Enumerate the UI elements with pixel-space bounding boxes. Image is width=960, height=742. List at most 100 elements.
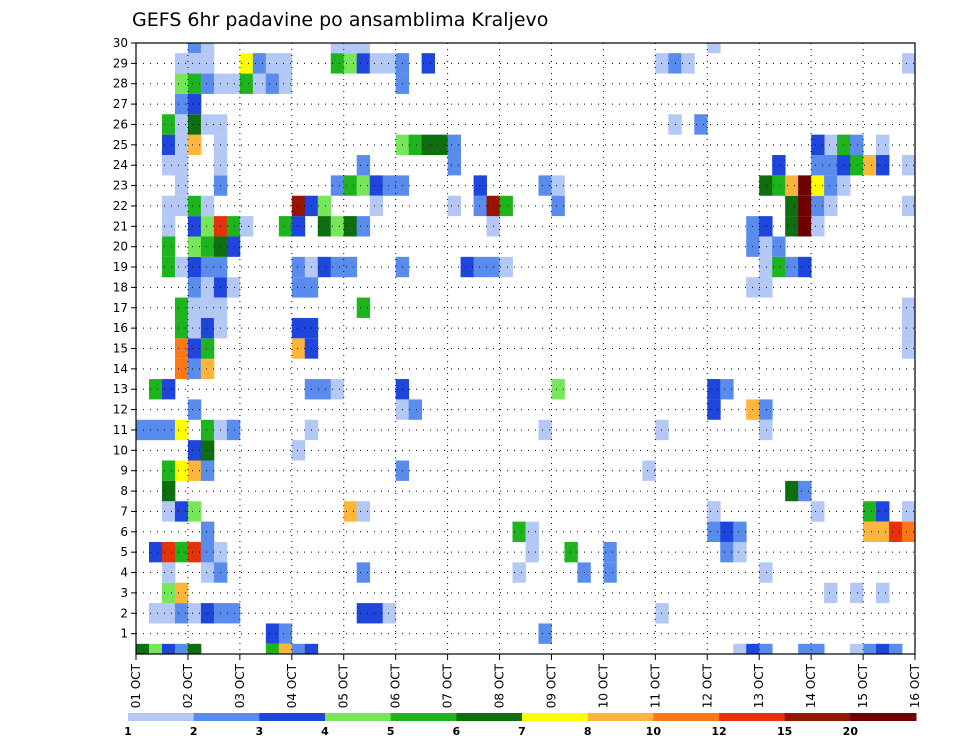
heatmap-cell — [369, 195, 384, 217]
heatmap-cell — [200, 256, 215, 278]
heatmap-cell — [863, 501, 877, 522]
colorbar-label: 6 — [453, 725, 461, 738]
heatmap-cell — [902, 155, 916, 176]
heatmap-cell — [278, 73, 293, 94]
heatmap-cell — [174, 643, 189, 654]
heatmap-cell — [187, 358, 202, 380]
heatmap-cell — [902, 501, 916, 522]
heatmap-cell — [525, 521, 539, 542]
heatmap-cell — [161, 541, 176, 563]
heatmap-cell — [512, 521, 526, 542]
heatmap-cell — [174, 53, 189, 74]
heatmap-cell — [291, 440, 306, 461]
heatmap-cell — [187, 195, 202, 217]
heatmap-cell — [174, 73, 189, 94]
heatmap-cell — [408, 134, 423, 156]
colorbar-label: 8 — [584, 725, 592, 738]
heatmap-cell — [655, 603, 669, 624]
heatmap-cell — [239, 216, 254, 237]
heatmap-cell — [902, 338, 916, 359]
heatmap-cell — [421, 53, 436, 74]
heatmap-cell — [161, 114, 176, 135]
heatmap-cell — [187, 43, 202, 54]
heatmap-cell — [174, 93, 189, 115]
x-tick-label: 07 OCT — [441, 663, 455, 708]
heatmap-cell — [226, 419, 241, 441]
heatmap-cell — [343, 501, 358, 522]
heatmap-cell — [174, 317, 189, 339]
colorbar-label: 15 — [777, 725, 792, 738]
y-tick-label: 5 — [120, 545, 128, 559]
heatmap-cell — [278, 643, 293, 654]
colorbar-label: 1 — [124, 725, 132, 738]
heatmap-cell — [356, 43, 371, 54]
y-tick-label: 7 — [120, 504, 128, 518]
heatmap-cell — [200, 419, 215, 441]
heatmap-cell — [356, 297, 371, 318]
heatmap-cell — [161, 460, 176, 481]
heatmap-cell — [265, 53, 280, 74]
heatmap-cells — [136, 43, 916, 654]
heatmap-cell — [707, 43, 721, 54]
colorbar-swatch — [325, 713, 392, 721]
y-tick-label: 14 — [113, 362, 128, 376]
heatmap-cell — [148, 603, 163, 624]
y-tick-label: 16 — [113, 321, 128, 335]
heatmap-cell — [200, 440, 215, 461]
heatmap-cell — [642, 460, 656, 481]
heatmap-cell — [798, 480, 812, 502]
y-tick-label: 10 — [113, 443, 128, 457]
heatmap-cell — [356, 53, 371, 74]
heatmap-cell — [824, 134, 838, 156]
y-tick-label: 23 — [113, 179, 128, 193]
heatmap-cell — [356, 216, 371, 237]
heatmap-cell — [161, 419, 176, 441]
heatmap-cell — [499, 256, 513, 278]
heatmap-cell — [291, 338, 306, 359]
heatmap-cell — [200, 603, 215, 624]
heatmap-cell — [200, 216, 215, 237]
heatmap-cell — [161, 562, 176, 583]
heatmap-cell — [564, 541, 578, 563]
heatmap-cell — [330, 216, 345, 237]
y-tick-label: 19 — [113, 260, 128, 274]
heatmap-cell — [200, 114, 215, 135]
heatmap-cell — [798, 195, 812, 217]
heatmap-cell — [798, 643, 812, 654]
y-tick-label: 27 — [113, 97, 128, 111]
y-tick-label: 22 — [113, 199, 128, 213]
heatmap-cell — [291, 277, 306, 298]
heatmap-cell — [850, 134, 864, 156]
y-tick-label: 28 — [113, 77, 128, 91]
colorbar-swatch — [522, 713, 589, 721]
heatmap-cell — [785, 480, 799, 502]
heatmap-cell — [187, 297, 202, 318]
heatmap-cell — [174, 603, 189, 624]
heatmap-cell — [136, 643, 150, 654]
colorbar-label: 10 — [646, 725, 662, 738]
heatmap-cell — [187, 73, 202, 94]
heatmap-cell — [863, 521, 877, 542]
heatmap-cell — [161, 379, 176, 400]
heatmap-cell — [161, 256, 176, 278]
heatmap-cell — [330, 256, 345, 278]
heatmap-cell — [876, 155, 890, 176]
heatmap-cell — [850, 155, 864, 176]
heatmap-cell — [382, 603, 397, 624]
heatmap-cell — [850, 582, 864, 604]
heatmap-cell — [148, 643, 163, 654]
colorbar-label: 3 — [256, 725, 264, 738]
heatmap-cell — [473, 256, 487, 278]
heatmap-cell — [473, 175, 487, 196]
heatmap-cell — [655, 419, 669, 441]
heatmap-cell — [226, 216, 241, 237]
heatmap-cell — [174, 114, 189, 135]
heatmap-cell — [200, 43, 215, 54]
x-tick-label: 04 OCT — [285, 663, 299, 708]
colorbar-label: 12 — [711, 725, 726, 738]
heatmap-cell — [343, 216, 358, 237]
y-tick-label: 21 — [113, 219, 128, 233]
heatmap-cell — [720, 541, 734, 563]
heatmap-cell — [811, 134, 825, 156]
heatmap-cell — [759, 256, 773, 278]
